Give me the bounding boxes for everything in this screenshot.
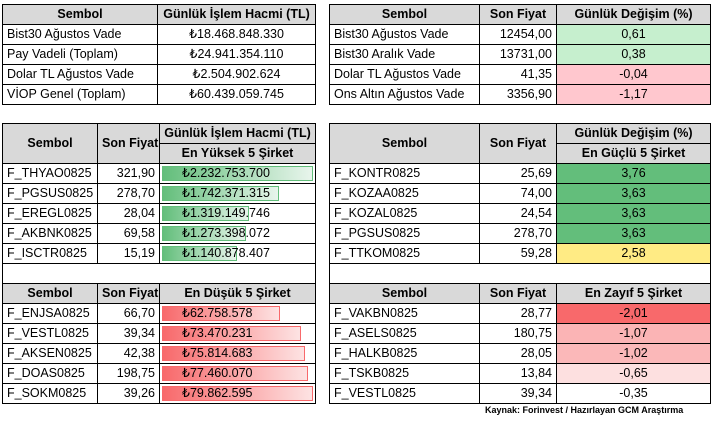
table-row: Bist30 Ağustos Vade 12454,00 0,61 xyxy=(329,24,711,45)
header-last-price: Son Fiyat xyxy=(479,283,557,304)
volume-bar xyxy=(162,226,247,241)
table-row: F_TSKB0825 13,84 -0,65 xyxy=(329,363,711,384)
table-row: F_VESTL0825 39,34 -0,35 xyxy=(329,383,711,404)
table-row: Pay Vadeli (Toplam) ₺24.941.354.110 xyxy=(2,44,316,65)
table-row: F_VESTL0825 39,34 ₺73.470.231 xyxy=(2,323,316,344)
volume-bar xyxy=(162,326,301,341)
header-volume: Günlük İşlem Hacmi (TL) xyxy=(157,4,316,25)
table-row: Bist30 Aralık Vade 13731,00 0,38 xyxy=(329,44,711,65)
volume-bar xyxy=(162,366,309,381)
top-change-table: Sembol Son Fiyat Günlük Değişim (%) En G… xyxy=(329,123,711,404)
table-row: F_ASELS0825 180,75 -1,07 xyxy=(329,323,711,344)
subheader-strong5: En Güçlü 5 Şirket xyxy=(556,143,711,164)
table-row: F_SOKM0825 39,26 ₺79.862.595 xyxy=(2,383,316,404)
table-row: F_DOAS0825 198,75 ₺77.460.070 xyxy=(2,363,316,384)
header-daily-change: Günlük Değişim (%) xyxy=(556,4,711,25)
source-note: Kaynak: Forinvest / Hazırlayan GCM Araşt… xyxy=(485,405,684,415)
table-row: F_KONTR0825 25,69 3,76 xyxy=(329,163,711,184)
table-row: F_VAKBN0825 28,77 -2,01 xyxy=(329,303,711,324)
table-row: F_AKBNK0825 69,58 ₺1.273.398.072 xyxy=(2,223,316,244)
volume-bar xyxy=(162,246,238,261)
table-row: Dolar TL Ağustos Vade ₺2.504.902.624 xyxy=(2,64,316,85)
top-volume-table: Sembol Son Fiyat Günlük İşlem Hacmi (TL)… xyxy=(2,123,316,404)
table-row: F_AKSEN0825 42,38 ₺75.814.683 xyxy=(2,343,316,364)
volume-bar xyxy=(162,186,279,201)
table-row: Bist30 Ağustos Vade ₺18.468.848.330 xyxy=(2,24,316,45)
table-row: F_EREGL0825 28,04 ₺1.319.149.746 xyxy=(2,203,316,224)
header-sembol: Sembol xyxy=(329,4,480,25)
header-weak5: En Zayıf 5 Şirket xyxy=(556,283,711,304)
table-row: F_KOZAA0825 74,00 3,63 xyxy=(329,183,711,204)
table-row: Dolar TL Ağustos Vade 41,35 -0,04 xyxy=(329,64,711,85)
header-sembol: Sembol xyxy=(329,123,480,164)
table-row: F_HALKB0825 28,05 -1,02 xyxy=(329,343,711,364)
header-sembol: Sembol xyxy=(2,123,98,164)
volume-bar xyxy=(162,346,306,361)
header-bottom5: En Düşük 5 Şirket xyxy=(159,283,316,304)
volume-bar xyxy=(162,386,313,401)
header-last-price: Son Fiyat xyxy=(97,123,160,164)
header-sembol: Sembol xyxy=(2,4,158,25)
volume-bar xyxy=(162,306,281,321)
header-sembol: Sembol xyxy=(2,283,98,304)
table-row: VİOP Genel (Toplam) ₺60.439.059.745 xyxy=(2,84,316,105)
subheader-top5: En Yüksek 5 Şirket xyxy=(159,143,316,164)
header-volume: Günlük İşlem Hacmi (TL) xyxy=(159,123,316,144)
header-last-price: Son Fiyat xyxy=(479,4,557,25)
header-last-price: Son Fiyat xyxy=(97,283,160,304)
table-row: F_ISCTR0825 15,19 ₺1.140.878.407 xyxy=(2,243,316,264)
header-sembol: Sembol xyxy=(329,283,480,304)
table-row: F_KOZAL0825 24,54 3,63 xyxy=(329,203,711,224)
table-row: Ons Altın Ağustos Vade 3356,90 -1,17 xyxy=(329,84,711,105)
table-row: F_ENJSA0825 66,70 ₺62.758.578 xyxy=(2,303,316,324)
table-row: F_PGSUS0825 278,70 ₺1.742.371.315 xyxy=(2,183,316,204)
table-row: F_TTKOM0825 59,28 2,58 xyxy=(329,243,711,264)
volume-bar xyxy=(162,206,250,221)
header-last-price: Son Fiyat xyxy=(479,123,557,164)
volume-bar xyxy=(162,166,313,181)
contract-price-table: Sembol Son Fiyat Günlük Değişim (%) Bist… xyxy=(329,4,711,105)
viop-volume-table: Sembol Günlük İşlem Hacmi (TL) Bist30 Ağ… xyxy=(2,4,316,105)
header-daily-change: Günlük Değişim (%) xyxy=(556,123,711,144)
table-row: F_THYAO0825 321,90 ₺2.232.753.700 xyxy=(2,163,316,184)
table-row: F_PGSUS0825 278,70 3,63 xyxy=(329,223,711,244)
